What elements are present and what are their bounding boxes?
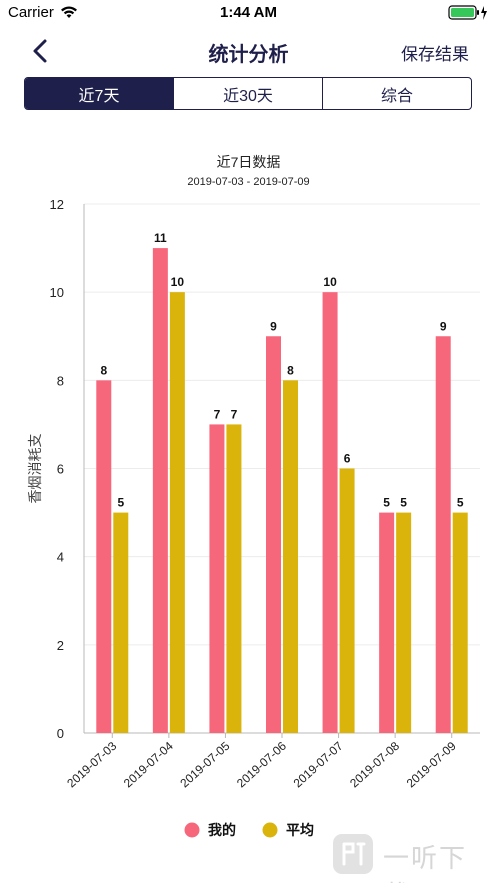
y-tick-label: 2 bbox=[57, 638, 64, 653]
bar bbox=[152, 248, 168, 733]
wifi-icon bbox=[61, 6, 77, 18]
bar-chart: 0 2 4 6 8 10 12 香烟消耗支 8 5 2019-07-03 11 10 2019-07-04… bbox=[28, 197, 480, 839]
y-tick-label: 6 bbox=[57, 462, 64, 477]
data-label: 5 bbox=[400, 496, 407, 510]
bar bbox=[209, 424, 225, 733]
data-label: 10 bbox=[323, 275, 337, 289]
status-time: 1:44 AM bbox=[220, 4, 277, 21]
legend-label: 平均 bbox=[286, 822, 314, 839]
data-label: 5 bbox=[383, 496, 390, 510]
data-label: 8 bbox=[287, 363, 294, 377]
bar bbox=[396, 512, 412, 733]
y-axis-label: 香烟消耗支 bbox=[28, 434, 44, 504]
save-results-button[interactable]: 保存结果 bbox=[401, 45, 469, 64]
data-label: 7 bbox=[231, 407, 238, 421]
chart-title: 近7日数据 bbox=[216, 154, 281, 170]
y-tick-label: 8 bbox=[57, 373, 64, 388]
y-tick-label: 0 bbox=[57, 726, 64, 741]
x-tick-label: 2019-07-04 bbox=[121, 739, 176, 791]
data-label: 11 bbox=[154, 231, 167, 245]
navigation-bar: 统计分析 保存结果 bbox=[0, 26, 497, 74]
x-tick-label: 2019-07-07 bbox=[291, 739, 346, 791]
bar bbox=[266, 336, 281, 733]
bar bbox=[169, 292, 185, 733]
bar bbox=[339, 468, 355, 733]
bar bbox=[322, 292, 338, 733]
x-tick-label: 2019-07-06 bbox=[234, 739, 289, 791]
watermark-logo-icon bbox=[333, 834, 373, 874]
battery-icon bbox=[448, 5, 487, 20]
legend-swatch bbox=[184, 822, 200, 838]
bar bbox=[379, 512, 395, 733]
legend-label: 我的 bbox=[208, 822, 236, 839]
status-bar: Carrier 1:44 AM bbox=[0, 0, 497, 26]
bar bbox=[435, 336, 451, 733]
tab-30-days[interactable]: 近30天 bbox=[174, 78, 323, 109]
watermark-text: 一听下载 bbox=[383, 843, 468, 883]
x-tick-label: 2019-07-05 bbox=[177, 739, 232, 791]
tab-overall[interactable]: 综合 bbox=[380, 87, 413, 105]
x-tick-label: 2019-07-09 bbox=[404, 739, 459, 791]
chart-area: 近7日数据 2019-07-03 - 2019-07-09 0 2 4 6 8 10 12 香… bbox=[0, 140, 497, 860]
page-title: 统计分析 bbox=[208, 44, 289, 66]
data-label: 8 bbox=[100, 363, 107, 377]
y-tick-label: 10 bbox=[50, 285, 64, 300]
legend-swatch bbox=[262, 822, 278, 838]
data-label: 5 bbox=[117, 496, 124, 510]
bar bbox=[283, 380, 298, 733]
data-label: 6 bbox=[344, 452, 351, 466]
x-tick-label: 2019-07-03 bbox=[64, 739, 119, 791]
period-segmented-control: 近7天 近30天 综合 bbox=[24, 77, 472, 110]
bar bbox=[226, 424, 242, 733]
data-label: 9 bbox=[270, 319, 277, 333]
watermark: 一听下载 bbox=[331, 832, 491, 883]
carrier-label: Carrier bbox=[8, 4, 54, 21]
y-tick-label: 4 bbox=[57, 550, 64, 565]
tab-7-days[interactable]: 近7天 bbox=[25, 78, 174, 109]
bar bbox=[96, 380, 112, 733]
x-tick-label: 2019-07-08 bbox=[347, 739, 402, 791]
data-label: 7 bbox=[214, 407, 221, 421]
chart-subtitle: 2019-07-03 - 2019-07-09 bbox=[187, 176, 310, 188]
data-label: 10 bbox=[171, 275, 185, 289]
data-label: 5 bbox=[457, 496, 464, 510]
bar bbox=[452, 512, 468, 733]
y-tick-label: 12 bbox=[50, 197, 64, 212]
bar bbox=[113, 512, 129, 733]
back-chevron-icon[interactable] bbox=[26, 36, 56, 66]
data-label: 9 bbox=[440, 319, 447, 333]
